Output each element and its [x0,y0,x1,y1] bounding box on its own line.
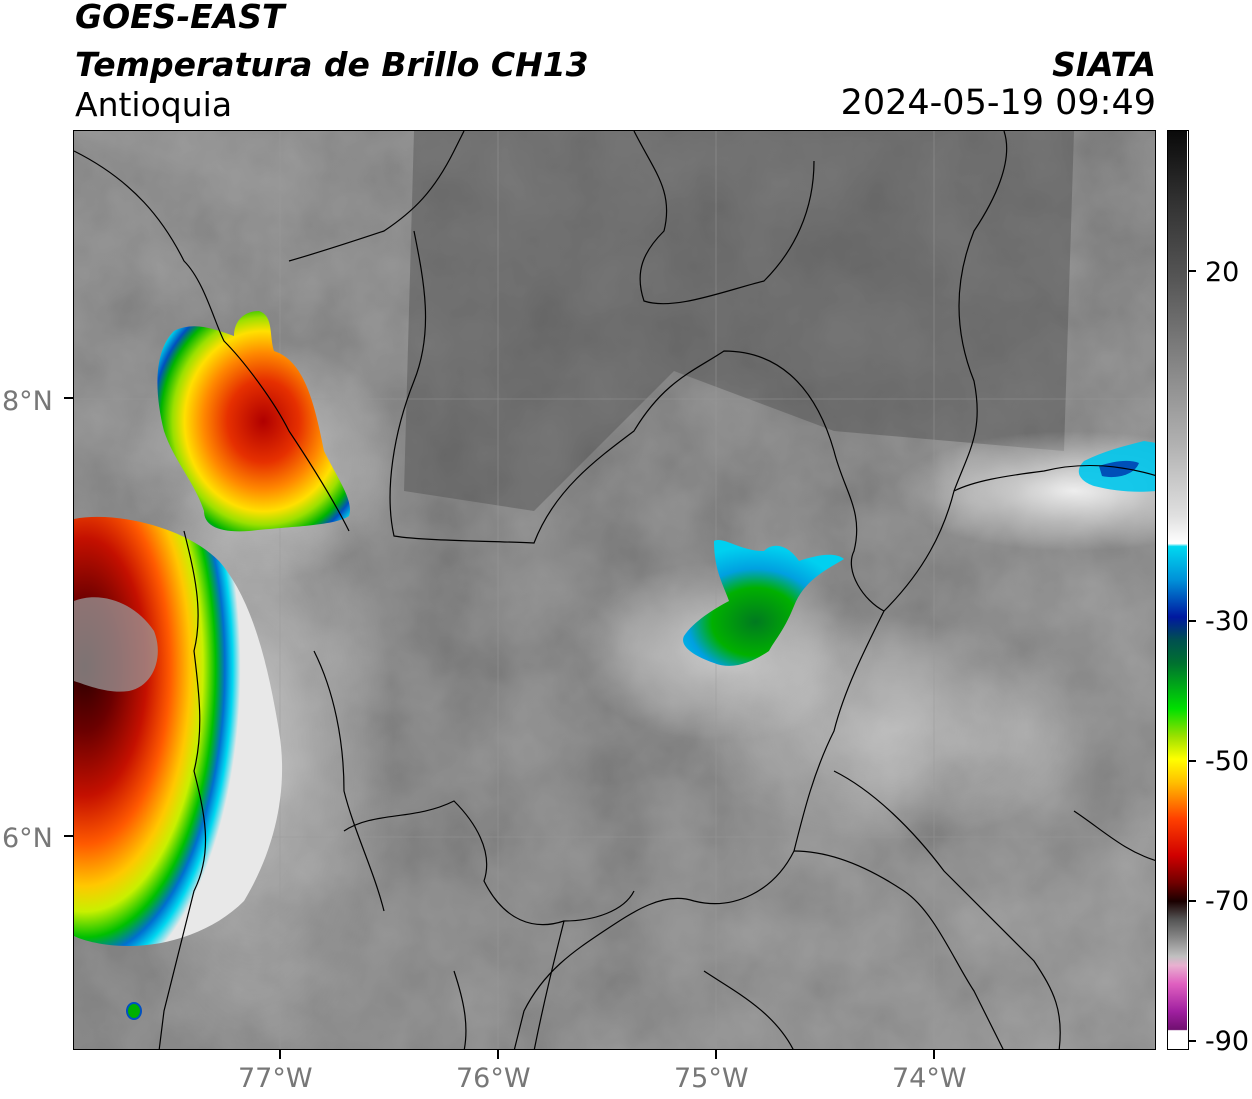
title-product: Temperatura de Brillo CH13 [75,45,589,84]
lon-label-77W: 77°W [238,1063,313,1094]
colorbar-svg [1168,131,1187,1048]
cbar-tick-minus50 [1189,760,1196,762]
cbar-tick-20 [1189,270,1196,272]
cbar-tick-minus30 [1189,620,1196,622]
lon-tick-75W [715,1050,717,1059]
cbar-tick-minus90 [1189,1040,1196,1042]
cbar-label-minus90: -90 [1205,1026,1250,1057]
storm-cell-east-core [1099,460,1139,478]
admin-borders [74,131,1155,1049]
lat-tick-6N [64,835,73,837]
cbar-tick-minus70 [1189,900,1196,902]
cold-ocean-area [404,131,1074,511]
region-label: Antioquia [75,85,233,124]
lat-label-6N: 6°N [2,823,53,854]
lon-label-75W: 75°W [674,1063,749,1094]
storm-cell-north [157,311,350,532]
cbar-label-minus30: -30 [1205,606,1250,637]
colorbar [1167,130,1189,1050]
storm-core-west [74,597,158,692]
lon-tick-76W [497,1050,499,1059]
map-svg [74,131,1155,1049]
lon-label-74W: 74°W [892,1063,967,1094]
cbar-label-minus70: -70 [1205,886,1250,917]
organization-label: SIATA [1052,45,1156,84]
lon-label-76W: 76°W [456,1063,531,1094]
cbar-label-20: 20 [1205,257,1240,288]
title-satellite: GOES-EAST [75,0,285,36]
datetime-label: 2024-05-19 09:49 [840,83,1156,123]
lon-tick-77W [279,1050,281,1059]
cbar-label-minus50: -50 [1205,746,1250,777]
satellite-map [73,130,1156,1050]
lat-tick-8N [64,397,73,399]
lat-label-8N: 8°N [2,386,53,417]
storm-cell-small [126,1002,142,1020]
colorbar-gradient [1168,131,1187,1048]
storm-cell-center [683,539,844,666]
lon-tick-74W [933,1050,935,1059]
